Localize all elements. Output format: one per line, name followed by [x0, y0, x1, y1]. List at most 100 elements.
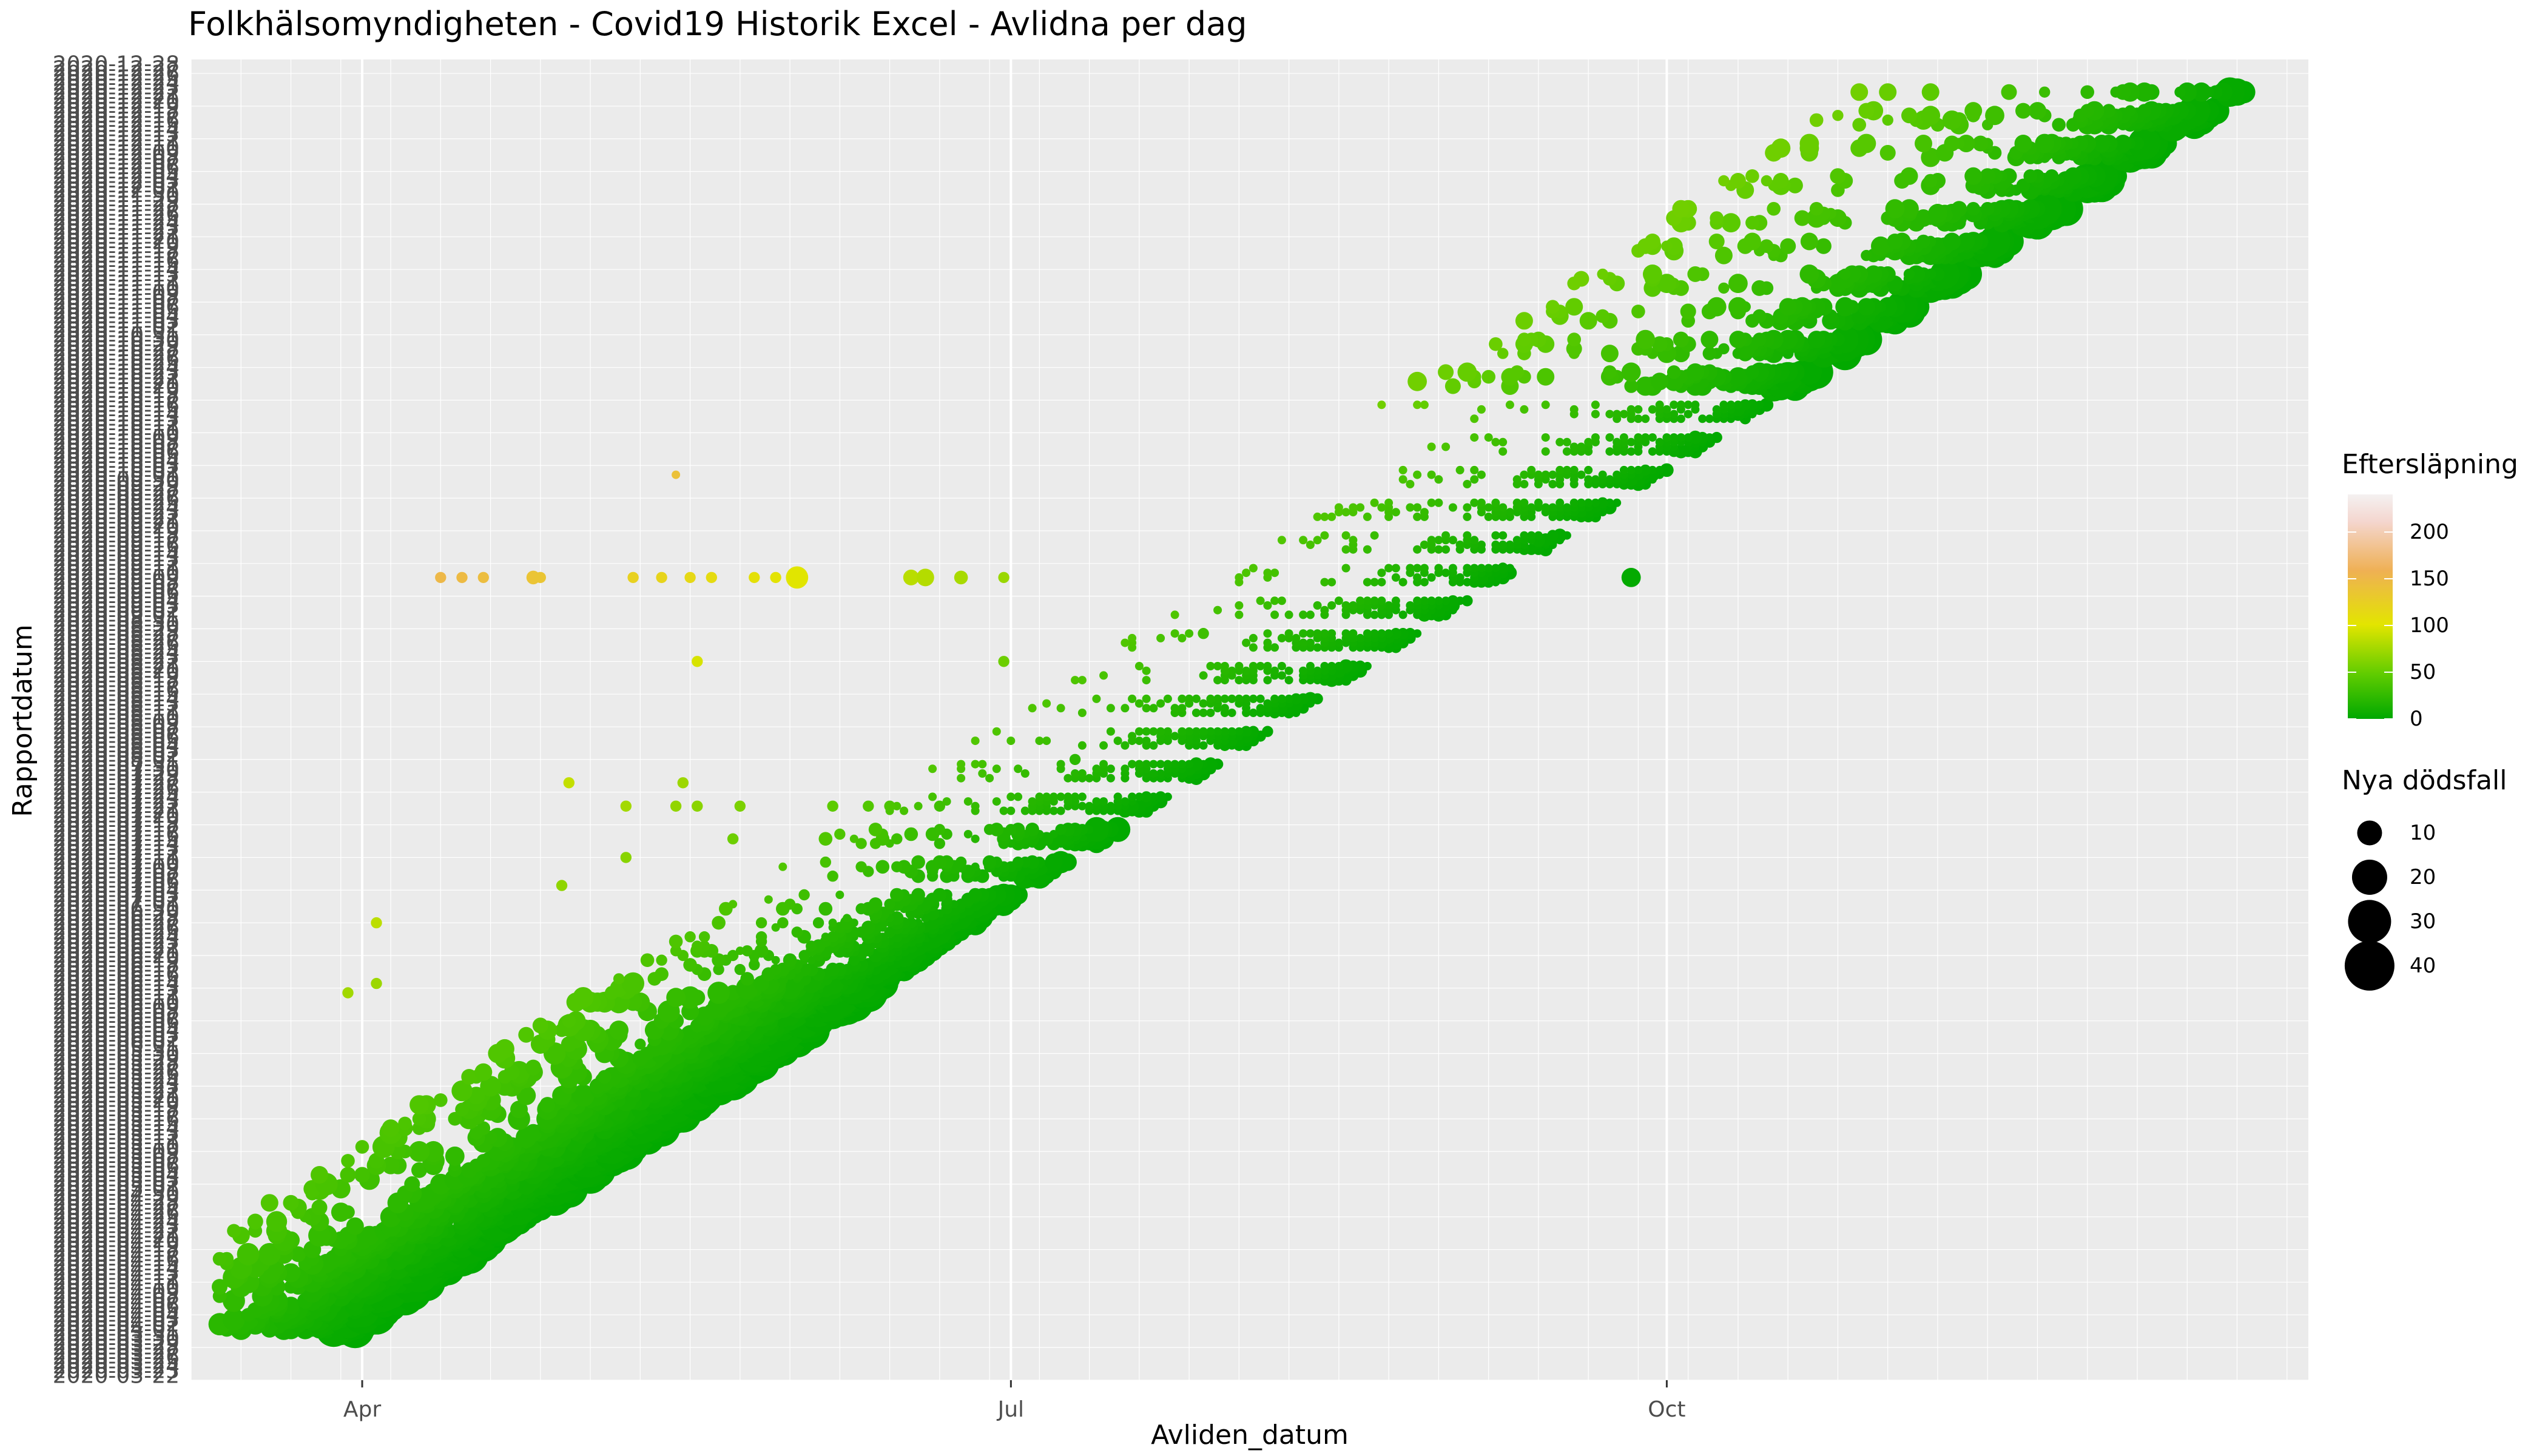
- y-tick-label: 2020-07-22: [53, 794, 180, 819]
- data-point: [1006, 736, 1016, 746]
- data-point: [1498, 531, 1508, 540]
- data-point: [1680, 303, 1696, 320]
- data-point: [911, 888, 925, 902]
- y-tick-label: 2020-07-02: [53, 888, 180, 912]
- data-point: [868, 823, 883, 837]
- data-point: [1461, 595, 1473, 607]
- data-point: [1227, 709, 1236, 717]
- data-point: [1605, 447, 1614, 456]
- data-point: [1463, 564, 1472, 573]
- data-point: [884, 800, 895, 812]
- data-point: [1463, 578, 1472, 587]
- data-point: [1320, 578, 1329, 587]
- size-legend-dot: [2348, 899, 2391, 943]
- data-point: [1249, 694, 1258, 703]
- data-point: [1341, 629, 1350, 638]
- data-point: [1413, 596, 1422, 605]
- data-point: [1591, 400, 1600, 410]
- data-point: [1676, 400, 1685, 410]
- data-point: [1852, 118, 1866, 132]
- data-point: [1728, 297, 1748, 317]
- data-point: [1484, 433, 1493, 442]
- data-point: [1299, 666, 1308, 675]
- y-tick-label: 2020-08-13: [53, 692, 180, 716]
- y-tick-label: 2020-10-24: [53, 356, 180, 380]
- y-tick-label: 2020-08-18: [53, 668, 180, 693]
- data-point: [598, 1070, 612, 1084]
- data-point: [1596, 309, 1609, 323]
- data-point: [656, 571, 667, 584]
- data-point: [504, 1064, 520, 1080]
- data-point: [1670, 410, 1679, 419]
- data-point: [1113, 736, 1122, 746]
- y-tick-label: 2020-05-23: [53, 1074, 180, 1099]
- data-point: [1270, 643, 1279, 652]
- data-point: [1199, 671, 1208, 680]
- data-point: [1334, 662, 1343, 670]
- data-point: [734, 963, 746, 976]
- y-tick-label: 2020-04-11: [53, 1270, 180, 1295]
- data-point: [1363, 545, 1372, 554]
- y-tick-label: 2020-08-28: [53, 621, 180, 646]
- data-point: [1688, 430, 1702, 445]
- data-point: [1613, 498, 1622, 507]
- data-point: [798, 889, 810, 901]
- data-point: [1916, 234, 1930, 249]
- data-point: [928, 792, 937, 801]
- data-point: [932, 855, 947, 869]
- data-point: [1141, 791, 1152, 803]
- data-point: [868, 897, 883, 911]
- y-tick-label: 2020-10-26: [53, 346, 180, 371]
- y-tick-label: 2020-06-26: [53, 915, 180, 940]
- data-point: [1121, 741, 1130, 750]
- data-point: [2016, 178, 2031, 193]
- data-point: [1484, 503, 1493, 512]
- data-point: [863, 800, 874, 812]
- data-point: [2001, 84, 2017, 100]
- data-point: [311, 1199, 328, 1216]
- data-point: [1491, 564, 1500, 573]
- data-point: [1270, 596, 1279, 605]
- y-tick-label: 2020-08-19: [53, 663, 180, 688]
- y-tick-label: 2020-08-23: [53, 645, 180, 670]
- data-point: [992, 797, 1001, 806]
- y-tick-label: 2020-10-11: [53, 416, 180, 441]
- y-tick-label: 2020-09-28: [53, 477, 180, 502]
- data-point: [1327, 578, 1336, 587]
- data-point: [573, 987, 594, 1008]
- data-point: [1662, 405, 1671, 414]
- data-point: [1477, 541, 1486, 549]
- data-point: [755, 917, 767, 929]
- data-point: [1142, 704, 1151, 713]
- y-tick-label: 2020-07-12: [53, 841, 180, 866]
- data-point: [1626, 465, 1636, 474]
- data-point: [1686, 363, 1704, 381]
- data-point: [1441, 545, 1451, 554]
- y-tick-label: 2020-08-02: [53, 743, 180, 767]
- data-point: [1498, 437, 1508, 447]
- data-point: [1718, 343, 1730, 355]
- data-point: [968, 888, 982, 902]
- data-point: [706, 571, 718, 584]
- data-point: [448, 1111, 462, 1126]
- data-point: [290, 1246, 306, 1262]
- data-point: [1727, 400, 1736, 410]
- data-point: [1220, 694, 1229, 703]
- data-point: [1049, 792, 1058, 801]
- y-tick-label: 2020-09-21: [53, 510, 180, 534]
- data-point: [1025, 823, 1039, 837]
- y-tick-label: 2020-09-29: [53, 472, 180, 497]
- data-point: [1562, 447, 1571, 456]
- data-point: [1871, 236, 1890, 256]
- data-point: [928, 764, 937, 774]
- data-point: [1743, 232, 1761, 251]
- data-point: [1448, 564, 1457, 573]
- data-point: [1191, 694, 1201, 703]
- y-tick-label: 2020-05-07: [53, 1148, 180, 1173]
- data-point: [1370, 596, 1379, 605]
- data-point: [1149, 769, 1158, 778]
- data-point: [1489, 337, 1503, 351]
- y-tick-label: 2020-09-11: [53, 556, 180, 581]
- data-point: [2029, 102, 2046, 120]
- data-point: [1752, 332, 1767, 346]
